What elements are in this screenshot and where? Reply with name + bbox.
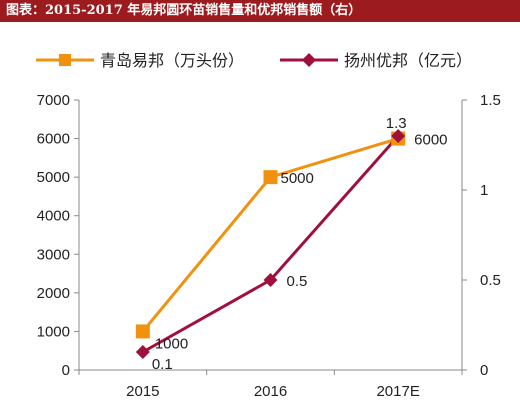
data-label: 5000 bbox=[281, 170, 314, 187]
left-tick-label: 7000 bbox=[37, 92, 70, 109]
x-tick-label: 2016 bbox=[254, 383, 287, 400]
right-tick-label: 0 bbox=[480, 362, 488, 379]
data-label: 1.3 bbox=[386, 115, 407, 132]
data-point bbox=[263, 170, 278, 185]
data-label: 0.1 bbox=[152, 356, 173, 373]
chart: 青岛易邦（万头份） 扬州优邦（亿元） 0 1000 2000 3000 4000 5000 6… bbox=[36, 51, 501, 400]
left-tick-label: 6000 bbox=[37, 131, 70, 148]
legend: 青岛易邦（万头份） 扬州优邦（亿元） bbox=[36, 51, 472, 70]
right-tick-label: 0.5 bbox=[480, 272, 501, 289]
series-layer bbox=[135, 129, 406, 359]
data-point bbox=[263, 273, 278, 287]
left-tick-label: 5000 bbox=[37, 169, 70, 186]
left-tick-label: 4000 bbox=[37, 208, 70, 225]
left-tick-label: 3000 bbox=[37, 246, 70, 263]
right-tick-label: 1 bbox=[480, 182, 488, 199]
right-tick-label: 1.5 bbox=[480, 92, 501, 109]
x-tick-label: 2015 bbox=[126, 383, 159, 400]
data-point bbox=[135, 324, 150, 339]
data-label: 6000 bbox=[414, 132, 447, 149]
data-point bbox=[135, 345, 150, 359]
data-label: 1000 bbox=[155, 335, 188, 352]
left-tick-label: 1000 bbox=[37, 323, 70, 340]
left-tick-label: 0 bbox=[62, 362, 70, 379]
data-labels: 1000 5000 6000 0.1 0.5 1.3 bbox=[152, 115, 448, 373]
legend-swatch-marker bbox=[59, 54, 71, 66]
chart-title: 图表：2015-2017 年易邦圆环苗销售量和优邦销售额（右） bbox=[0, 0, 520, 22]
series-line bbox=[141, 137, 399, 333]
data-point bbox=[391, 129, 406, 143]
left-tick-label: 2000 bbox=[37, 285, 70, 302]
legend-label: 青岛易邦（万头份） bbox=[100, 51, 244, 70]
data-label: 0.5 bbox=[287, 273, 308, 290]
legend-swatch-marker bbox=[302, 53, 316, 67]
series-line bbox=[142, 135, 400, 354]
x-tick-label: 2017E bbox=[376, 383, 419, 400]
axes: 0 1000 2000 3000 4000 5000 6000 7000 0 0.5 1 1.5 201… bbox=[37, 92, 501, 400]
legend-label: 扬州优邦（亿元） bbox=[344, 51, 472, 70]
